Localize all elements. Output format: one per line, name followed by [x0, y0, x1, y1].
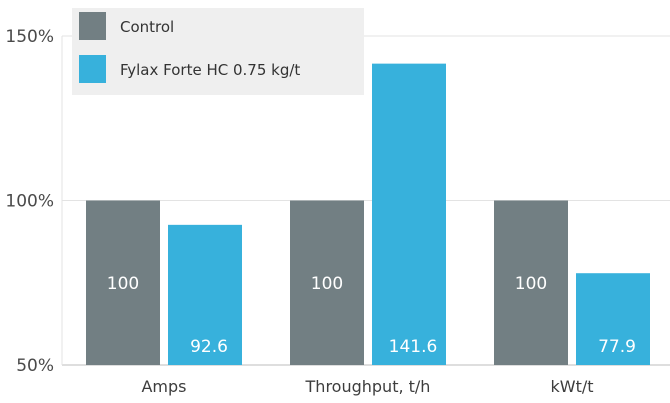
bar-control-1 [290, 200, 364, 365]
bar-fylax-1 [372, 63, 446, 366]
bar-fylax-2 [576, 273, 650, 365]
y-tick-label: 50% [16, 356, 54, 376]
data-label: 100 [107, 274, 139, 294]
data-label: 141.6 [389, 337, 438, 357]
data-label: 100 [515, 274, 547, 294]
legend-swatch [79, 12, 106, 40]
legend-swatch [79, 55, 106, 83]
bar-fylax-0 [168, 224, 242, 365]
y-tick-label: 150% [5, 27, 54, 47]
data-label: 92.6 [190, 337, 228, 357]
bars-layer: 100 92.6 Amps 100 141.6 Throughput, t/h 100 77.… [86, 63, 650, 396]
x-tick-label: kWt/t [550, 377, 593, 396]
legend-box [72, 8, 364, 95]
legend-label: Fylax Forte HC 0.75 kg/t [120, 61, 300, 79]
bar-control-0 [86, 200, 160, 365]
x-tick-label: Amps [141, 377, 186, 396]
legend: Control Fylax Forte HC 0.75 kg/t [72, 8, 364, 95]
y-tick-label: 100% [5, 192, 54, 212]
data-label: 100 [311, 274, 343, 294]
x-tick-label: Throughput, t/h [305, 377, 431, 396]
bar-control-2 [494, 200, 568, 365]
legend-label: Control [120, 18, 174, 36]
data-label: 77.9 [598, 337, 636, 357]
